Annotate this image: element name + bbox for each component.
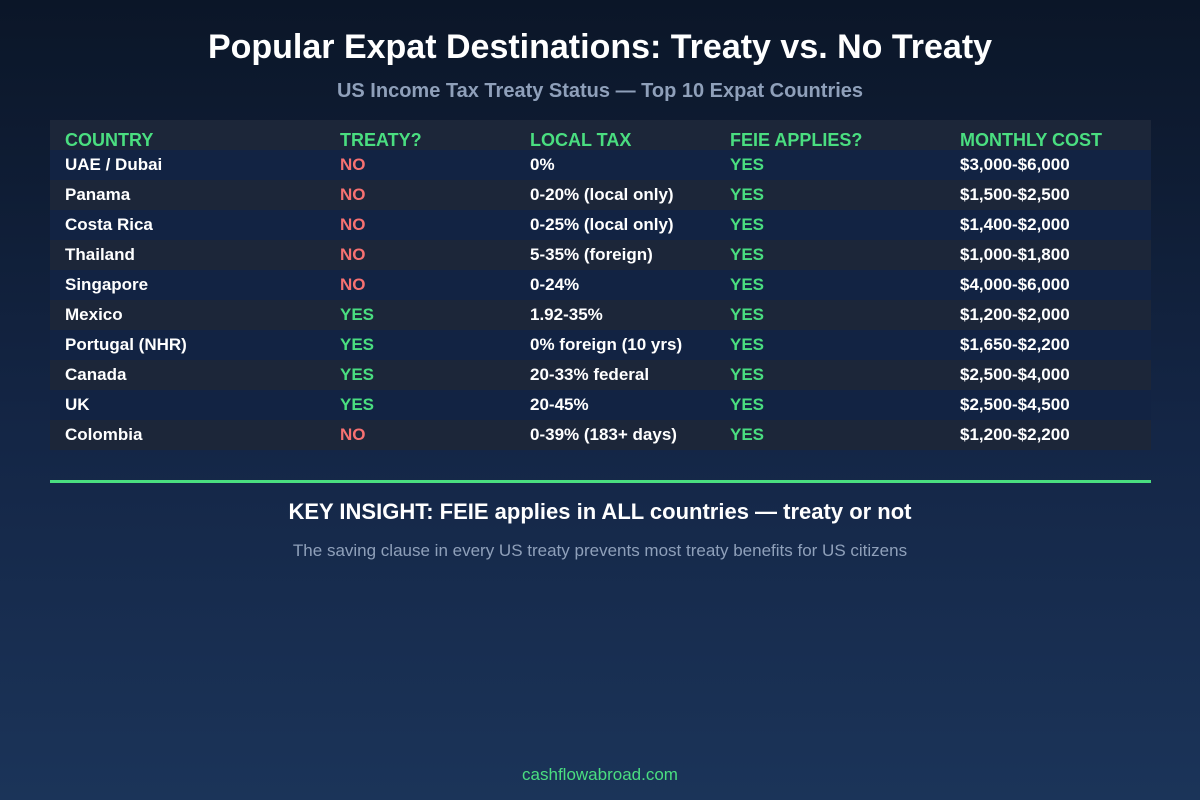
table-row: Mexico YES 1.92-35% YES $1,200-$2,000 (50, 300, 1151, 330)
cell-monthly-cost: $2,500-$4,000 (960, 365, 1070, 384)
cell-local-tax: 0-20% (local only) (530, 185, 674, 204)
cell-country: UK (65, 395, 90, 414)
table-row: Portugal (NHR) YES 0% foreign (10 yrs) Y… (50, 330, 1151, 360)
cell-feie: YES (730, 425, 765, 444)
cell-feie: YES (730, 335, 765, 354)
cell-monthly-cost: $2,500-$4,500 (960, 395, 1070, 414)
cell-country: UAE / Dubai (65, 155, 163, 174)
cell-feie: YES (730, 245, 765, 264)
cell-feie: YES (730, 155, 765, 174)
cell-country: Costa Rica (65, 215, 153, 234)
header-feie: FEIE APPLIES? (730, 130, 863, 150)
cell-treaty: YES (340, 305, 375, 324)
cell-treaty: YES (340, 395, 375, 414)
table-row: Costa Rica NO 0-25% (local only) YES $1,… (50, 210, 1151, 240)
page-title: Popular Expat Destinations: Treaty vs. N… (207, 28, 993, 66)
cell-treaty: NO (340, 275, 366, 294)
header-monthly-cost: MONTHLY COST (960, 130, 1103, 150)
cell-treaty: NO (340, 425, 366, 444)
cell-feie: YES (730, 395, 765, 414)
cell-monthly-cost: $3,000-$6,000 (960, 155, 1070, 174)
footer-site: cashflowabroad.com (522, 765, 678, 784)
table-row: Panama NO 0-20% (local only) YES $1,500-… (50, 180, 1151, 210)
cell-local-tax: 0-25% (local only) (530, 215, 674, 234)
cell-local-tax: 20-33% federal (530, 365, 650, 384)
cell-country: Colombia (65, 425, 143, 444)
cell-local-tax: 20-45% (530, 395, 589, 414)
cell-monthly-cost: $1,650-$2,200 (960, 335, 1070, 354)
cell-local-tax: 0-24% (530, 275, 580, 294)
cell-treaty: NO (340, 245, 366, 264)
cell-treaty: NO (340, 155, 366, 174)
table-header-row: COUNTRY TREATY? LOCAL TAX FEIE APPLIES? … (50, 120, 1151, 150)
cell-local-tax: 0% foreign (10 yrs) (530, 335, 683, 354)
cell-country: Mexico (65, 305, 123, 324)
cell-treaty: NO (340, 215, 366, 234)
header-country: COUNTRY (65, 130, 154, 150)
cell-country: Panama (65, 185, 131, 204)
cell-local-tax: 0% (530, 155, 555, 174)
cell-monthly-cost: $1,200-$2,000 (960, 305, 1070, 324)
cell-feie: YES (730, 185, 765, 204)
cell-monthly-cost: $4,000-$6,000 (960, 275, 1070, 294)
cell-treaty: YES (340, 365, 375, 384)
table-row: Thailand NO 5-35% (foreign) YES $1,000-$… (50, 240, 1151, 270)
cell-country: Portugal (NHR) (65, 335, 187, 354)
cell-monthly-cost: $1,200-$2,200 (960, 425, 1070, 444)
table-row: UK YES 20-45% YES $2,500-$4,500 (50, 390, 1151, 420)
cell-local-tax: 0-39% (183+ days) (530, 425, 677, 444)
header-local-tax: LOCAL TAX (530, 130, 632, 150)
cell-treaty: YES (340, 335, 375, 354)
key-insight-detail: The saving clause in every US treaty pre… (292, 541, 908, 560)
cell-country: Singapore (65, 275, 149, 294)
cell-feie: YES (730, 365, 765, 384)
key-insight-heading: KEY INSIGHT: FEIE applies in ALL countri… (288, 499, 912, 524)
cell-treaty: NO (340, 185, 366, 204)
cell-monthly-cost: $1,400-$2,000 (960, 215, 1070, 234)
cell-feie: YES (730, 275, 765, 294)
cell-feie: YES (730, 305, 765, 324)
table-row: Singapore NO 0-24% YES $4,000-$6,000 (50, 270, 1151, 300)
page-subtitle: US Income Tax Treaty Status — Top 10 Exp… (336, 80, 864, 102)
cell-local-tax: 1.92-35% (530, 305, 603, 324)
cell-monthly-cost: $1,000-$1,800 (960, 245, 1070, 264)
cell-feie: YES (730, 215, 765, 234)
header-treaty: TREATY? (340, 130, 422, 150)
expat-table: COUNTRY TREATY? LOCAL TAX FEIE APPLIES? … (50, 120, 1151, 450)
cell-country: Thailand (65, 245, 135, 264)
cell-monthly-cost: $1,500-$2,500 (960, 185, 1070, 204)
cell-country: Canada (65, 365, 127, 384)
table-row: Canada YES 20-33% federal YES $2,500-$4,… (50, 360, 1151, 390)
cell-local-tax: 5-35% (foreign) (530, 245, 653, 264)
table-row: UAE / Dubai NO 0% YES $3,000-$6,000 (50, 150, 1151, 180)
table-row: Colombia NO 0-39% (183+ days) YES $1,200… (50, 420, 1151, 450)
section-divider (50, 480, 1151, 483)
